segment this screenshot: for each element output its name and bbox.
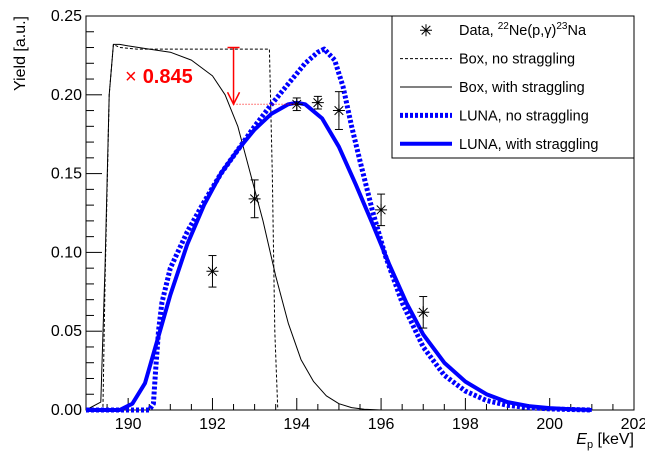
x-tick-label: 202 <box>621 416 645 433</box>
x-tick-label: 192 <box>199 416 226 433</box>
series-box-with <box>85 43 592 411</box>
legend-label-text: Box, with straggling <box>459 80 585 96</box>
x-tick-label: 196 <box>368 416 395 433</box>
data-marker <box>248 192 261 205</box>
annotation-label: × 0.845 <box>125 66 193 88</box>
legend-label: LUNA, with straggling <box>459 137 598 153</box>
y-tick-label: 0.10 <box>51 244 82 261</box>
x-tick-label: 194 <box>283 416 310 433</box>
data-marker <box>332 104 345 117</box>
series-luna-no <box>86 46 592 413</box>
data-marker <box>417 306 430 319</box>
legend-label-superscript: 22 <box>498 21 510 32</box>
legend-label: Data, 22Ne(p,γ)23Na <box>459 21 587 39</box>
data-point <box>311 95 324 110</box>
legend-label: LUNA, no straggling <box>459 108 589 124</box>
tick-labels: 190 192 194 196 198 200 202 0.00 0.05 0.10 0.15 0.2… <box>51 8 645 433</box>
y-axis-label: Yield [a.u.] <box>12 16 29 91</box>
x-axis-label: Ep [keV] <box>576 431 634 451</box>
legend-label-text: Data, <box>459 23 498 39</box>
data-marker <box>206 265 219 278</box>
legend-label-superscript: 23 <box>556 21 568 32</box>
x-axis-label-unit: [keV] <box>593 431 634 448</box>
x-tick-label: 190 <box>115 416 142 433</box>
x-axis-label-subscript: p <box>587 439 593 451</box>
series-luna-with <box>86 100 592 412</box>
legend-label-text: Na <box>567 23 586 39</box>
legend-entry-box-no: Box, no straggling <box>400 52 575 68</box>
legend-label-text: Ne(p,γ) <box>509 23 557 39</box>
legend-label-text: LUNA, no straggling <box>459 108 589 124</box>
legend-entry-box-with: Box, with straggling <box>400 80 585 96</box>
legend-entry-data: Data, 22Ne(p,γ)23Na <box>420 21 587 39</box>
x-tick-label: 198 <box>452 416 479 433</box>
legend-data-marker <box>420 24 432 37</box>
legend-label: Box, no straggling <box>459 52 575 68</box>
scale-annotation: × 0.845 <box>125 46 297 106</box>
annotation-times: × <box>125 66 137 88</box>
y-tick-label: 0.20 <box>51 87 82 104</box>
arrow-head <box>226 91 241 106</box>
annotation-value: 0.845 <box>143 66 193 88</box>
data-marker <box>311 96 324 109</box>
x-axis-label-symbol: E <box>576 431 587 448</box>
y-tick-label: 0.15 <box>51 166 82 183</box>
legend-label: Box, with straggling <box>459 80 585 96</box>
curves <box>85 43 592 413</box>
x-tick-label: 200 <box>536 416 563 433</box>
data-point <box>332 91 345 130</box>
legend-label-text: LUNA, with straggling <box>459 137 598 153</box>
data-marker <box>375 203 388 216</box>
y-tick-label: 0.25 <box>51 8 82 25</box>
legend-label-text: Box, no straggling <box>459 52 575 68</box>
legend-entry-luna-no: LUNA, no straggling <box>400 108 589 124</box>
data-point <box>417 296 430 329</box>
legend: Data, 22Ne(p,γ)23Na Box, no straggling Box… <box>391 15 635 159</box>
y-tick-label: 0.05 <box>51 323 82 340</box>
data-point <box>206 255 219 288</box>
data-point <box>375 193 388 227</box>
y-tick-label: 0.00 <box>51 402 82 419</box>
data-point <box>248 179 261 219</box>
legend-entry-luna-with: LUNA, with straggling <box>400 137 598 153</box>
